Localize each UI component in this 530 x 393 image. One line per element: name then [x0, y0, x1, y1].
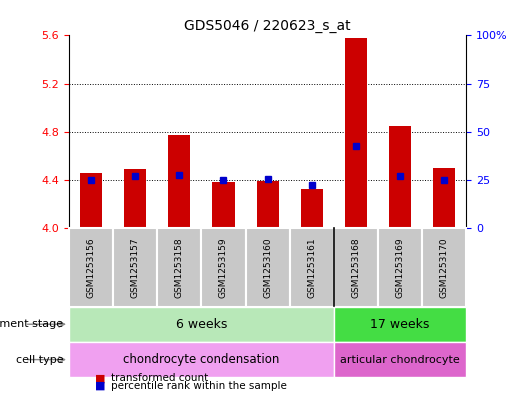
Bar — [434, 168, 455, 228]
Text: percentile rank within the sample: percentile rank within the sample — [111, 381, 287, 391]
Text: transformed count: transformed count — [111, 373, 208, 383]
Text: ■: ■ — [95, 381, 109, 391]
Bar — [290, 228, 334, 307]
Bar — [422, 228, 466, 307]
Bar — [213, 182, 234, 228]
Text: development stage: development stage — [0, 319, 64, 329]
Text: GSM1253169: GSM1253169 — [396, 237, 404, 298]
Bar — [157, 228, 201, 307]
Text: GSM1253160: GSM1253160 — [263, 237, 272, 298]
Text: GSM1253156: GSM1253156 — [86, 237, 95, 298]
Bar — [80, 173, 102, 228]
Bar — [69, 228, 113, 307]
Text: GSM1253159: GSM1253159 — [219, 237, 228, 298]
Text: GSM1253168: GSM1253168 — [351, 237, 360, 298]
Bar — [201, 228, 245, 307]
Text: ■: ■ — [95, 373, 109, 383]
Text: cell type: cell type — [16, 354, 64, 365]
Text: 17 weeks: 17 weeks — [370, 318, 430, 331]
Bar — [257, 181, 279, 228]
Bar — [334, 342, 466, 377]
Text: GSM1253158: GSM1253158 — [175, 237, 184, 298]
Text: chondrocyte condensation: chondrocyte condensation — [123, 353, 280, 366]
Title: GDS5046 / 220623_s_at: GDS5046 / 220623_s_at — [184, 19, 351, 33]
Bar — [378, 228, 422, 307]
Bar — [345, 38, 367, 228]
Text: GSM1253161: GSM1253161 — [307, 237, 316, 298]
Text: 6 weeks: 6 weeks — [176, 318, 227, 331]
Bar — [168, 135, 190, 228]
Bar — [301, 189, 323, 228]
Bar — [69, 307, 334, 342]
Bar — [124, 169, 146, 228]
Bar — [334, 228, 378, 307]
Text: GSM1253157: GSM1253157 — [131, 237, 139, 298]
Bar — [69, 342, 334, 377]
Text: articular chondrocyte: articular chondrocyte — [340, 354, 460, 365]
Bar — [113, 228, 157, 307]
Bar — [389, 126, 411, 228]
Bar — [334, 307, 466, 342]
Bar — [245, 228, 290, 307]
Text: GSM1253170: GSM1253170 — [440, 237, 449, 298]
